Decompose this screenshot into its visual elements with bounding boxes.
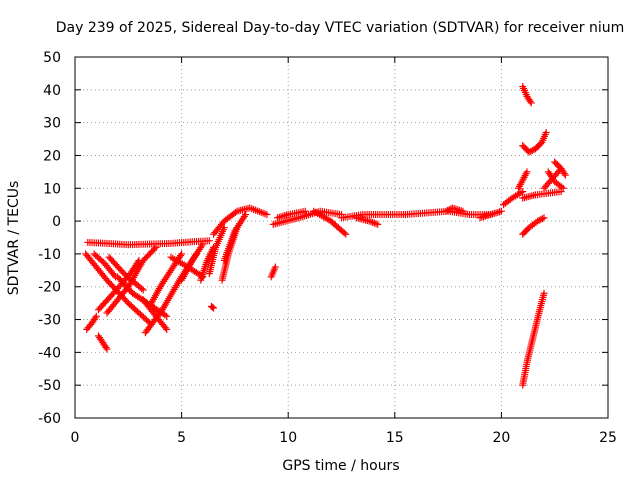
data-point xyxy=(205,237,213,245)
data-point xyxy=(534,217,542,225)
data-point xyxy=(210,304,218,312)
data-point xyxy=(110,271,118,279)
data-point xyxy=(209,303,217,311)
data-point xyxy=(151,245,159,253)
x-tick-label: 20 xyxy=(492,430,510,446)
y-tick-label: 0 xyxy=(52,214,61,230)
data-point xyxy=(139,286,147,294)
data-point xyxy=(342,230,350,238)
y-tick-label: -50 xyxy=(38,378,61,394)
y-tick-label: 20 xyxy=(43,148,61,164)
data-point xyxy=(519,188,527,196)
y-tick-label: -30 xyxy=(38,313,61,329)
data-point xyxy=(138,285,146,293)
data-point xyxy=(177,252,185,260)
y-tick-label: 40 xyxy=(43,83,61,99)
data-point xyxy=(152,243,160,251)
data-point xyxy=(526,97,534,105)
y-tick-label: 10 xyxy=(43,181,61,197)
data-point xyxy=(542,128,550,136)
data-point xyxy=(537,215,545,223)
y-tick-label: -10 xyxy=(38,247,61,263)
data-point xyxy=(163,325,171,333)
data-point xyxy=(178,250,186,258)
data-point xyxy=(123,298,131,306)
data-point xyxy=(372,220,380,228)
x-axis-label: GPS time / hours xyxy=(282,458,399,474)
data-point xyxy=(442,207,450,215)
data-point xyxy=(459,207,467,215)
data-point xyxy=(527,147,535,155)
data-point xyxy=(559,184,567,192)
data-points xyxy=(82,83,569,389)
plot-border xyxy=(74,56,609,419)
data-point xyxy=(103,345,111,353)
data-point xyxy=(263,211,271,219)
x-tick-label: 5 xyxy=(177,430,186,446)
data-point xyxy=(561,171,569,179)
data-point xyxy=(540,289,548,297)
x-tick-label: 0 xyxy=(71,430,80,446)
data-point xyxy=(527,99,535,107)
data-point xyxy=(369,218,377,226)
axis-ticks: 0 5 10 15 20 25 -60 -50 -40 -30 -20 -10 0 10 20 30 40 50 xyxy=(38,50,617,446)
data-point xyxy=(540,214,548,222)
data-point xyxy=(301,207,309,215)
data-point xyxy=(163,312,171,320)
data-point xyxy=(535,216,543,224)
data-point xyxy=(445,206,453,214)
data-point xyxy=(523,168,531,176)
data-point xyxy=(231,208,239,216)
data-point xyxy=(161,324,169,332)
y-tick-label: -60 xyxy=(38,411,61,427)
x-tick-label: 10 xyxy=(279,430,297,446)
data-point xyxy=(135,256,143,264)
data-point xyxy=(525,148,533,156)
data-point xyxy=(367,218,375,226)
data-point xyxy=(271,263,279,271)
data-point xyxy=(558,183,566,191)
data-point xyxy=(497,207,505,215)
data-point xyxy=(370,219,378,227)
data-point xyxy=(560,170,568,178)
data-point xyxy=(102,343,110,351)
data-point xyxy=(242,211,250,219)
x-tick-label: 15 xyxy=(386,430,404,446)
data-point xyxy=(91,314,99,322)
y-tick-label: 50 xyxy=(43,50,61,66)
y-tick-label: -40 xyxy=(38,345,61,361)
data-point xyxy=(134,258,142,266)
data-point xyxy=(92,312,100,320)
y-tick-label: -20 xyxy=(38,280,61,296)
data-point xyxy=(444,206,452,214)
x-tick-label: 25 xyxy=(599,430,617,446)
chart-title: Day 239 of 2025, Sidereal Day-to-day VTE… xyxy=(56,20,625,36)
data-point xyxy=(528,147,536,155)
data-point xyxy=(340,229,348,237)
y-tick-label: 30 xyxy=(43,116,61,132)
data-point xyxy=(374,220,382,228)
y-axis-label: SDTVAR / TECUs xyxy=(6,181,22,296)
data-point xyxy=(365,217,373,225)
data-point xyxy=(199,240,207,248)
data-point xyxy=(538,215,546,223)
